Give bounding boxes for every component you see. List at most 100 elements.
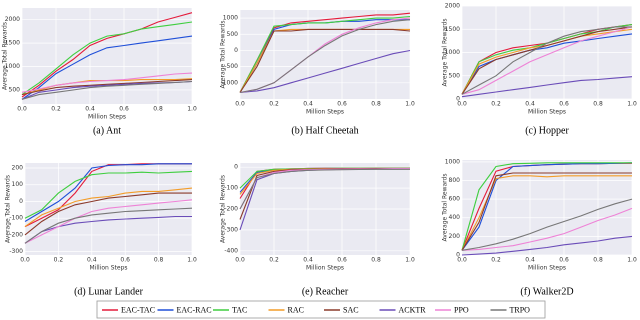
x-tick-label: 0.0 xyxy=(457,257,467,264)
x-tick-label: 1.0 xyxy=(187,106,197,113)
legend-box xyxy=(96,300,546,319)
series-line xyxy=(461,235,633,256)
y-tick-label: 2000 xyxy=(5,16,20,23)
y-tick-label: 600 xyxy=(449,196,461,203)
series-line xyxy=(21,12,193,98)
x-axis-label: Million Steps xyxy=(89,265,127,272)
y-axis-label: Average Total Rewards xyxy=(220,21,227,89)
x-tick-label: 0.0 xyxy=(457,101,467,108)
series-line xyxy=(461,207,633,251)
x-tick-label: 0.0 xyxy=(235,101,245,108)
x-tick-label: 0.8 xyxy=(593,101,603,108)
x-tick-label: 0.6 xyxy=(337,257,347,264)
x-axis-label: Million Steps xyxy=(306,265,344,272)
y-axis-label: Average Total Rewards xyxy=(5,175,12,243)
y-tick-label: 1000 xyxy=(445,49,460,56)
x-axis-label: Million Steps xyxy=(88,114,126,121)
x-axis-label: Million Steps xyxy=(528,109,566,116)
x-tick-label: 0.6 xyxy=(559,101,569,108)
y-tick-label: -100 xyxy=(9,215,23,222)
x-tick-label: 0.8 xyxy=(593,257,603,264)
series-line xyxy=(24,163,192,222)
series-line xyxy=(239,49,411,94)
caption: (a) Ant xyxy=(93,125,121,136)
legend-label: EAC-TAC xyxy=(121,305,155,314)
y-tick-label: 0 xyxy=(234,47,238,54)
series-line xyxy=(24,207,193,244)
y-tick-label: 0 xyxy=(234,164,238,171)
x-tick-label: 0.6 xyxy=(119,106,129,113)
series-line xyxy=(239,19,411,94)
caption: (d) Lunar Lander xyxy=(74,286,144,297)
x-tick-label: 0.6 xyxy=(120,257,130,264)
y-tick-label: -100 xyxy=(224,185,238,192)
x-tick-label: 1.0 xyxy=(627,257,637,264)
series-line xyxy=(461,198,633,251)
caption: (e) Reacher xyxy=(302,286,349,297)
y-tick-label: 1000 xyxy=(445,158,460,165)
legend-label: PPO xyxy=(454,305,469,314)
legend-label: ACKTR xyxy=(399,305,427,314)
series-line xyxy=(24,187,193,228)
x-tick-label: 0.0 xyxy=(20,257,30,264)
y-tick-label: -200 xyxy=(224,206,238,213)
y-tick-label: 400 xyxy=(449,214,461,221)
y-tick-label: 0 xyxy=(456,252,460,259)
series-line xyxy=(24,215,192,244)
x-tick-label: 1.0 xyxy=(405,101,415,108)
plot-area xyxy=(22,8,192,104)
y-tick-label: -300 xyxy=(224,226,238,233)
series-line xyxy=(24,192,192,236)
series-line xyxy=(21,80,193,100)
y-tick-label: -200 xyxy=(9,231,23,238)
y-tick-label: -500 xyxy=(224,63,238,70)
caption: (c) Hopper xyxy=(525,125,569,136)
x-tick-label: 0.8 xyxy=(371,101,381,108)
y-tick-label: 1000 xyxy=(5,63,20,70)
x-tick-label: 0.8 xyxy=(154,257,164,264)
x-tick-label: 0.2 xyxy=(491,257,501,264)
x-tick-label: 0.2 xyxy=(491,101,501,108)
series-line xyxy=(21,79,193,96)
series-line xyxy=(461,26,633,95)
plot-area xyxy=(240,10,410,99)
x-tick-label: 0.2 xyxy=(269,257,279,264)
series-line xyxy=(461,76,633,98)
y-tick-label: 500 xyxy=(9,86,21,93)
x-tick-label: 1.0 xyxy=(187,257,197,264)
y-tick-label: 500 xyxy=(227,31,239,38)
x-tick-label: 0.8 xyxy=(371,257,381,264)
y-tick-label: 800 xyxy=(449,177,461,184)
y-tick-label: -1000 xyxy=(221,79,239,86)
x-tick-label: 0.0 xyxy=(235,257,245,264)
x-tick-label: 0.8 xyxy=(153,106,163,113)
series-line xyxy=(461,26,633,95)
x-axis-label: Million Steps xyxy=(528,265,566,272)
x-axis-label: Million Steps xyxy=(306,109,344,116)
x-tick-label: 0.4 xyxy=(303,101,313,108)
x-tick-label: 1.0 xyxy=(627,101,637,108)
x-tick-label: 1.0 xyxy=(405,257,415,264)
y-tick-label: 500 xyxy=(449,72,461,79)
x-tick-label: 0.4 xyxy=(525,101,535,108)
caption: (b) Half Cheetah xyxy=(291,125,358,136)
series-line xyxy=(461,162,632,251)
series-line xyxy=(24,199,193,244)
x-tick-label: 0.4 xyxy=(525,257,535,264)
x-tick-label: 0.4 xyxy=(85,106,95,113)
series-line xyxy=(239,168,410,210)
legend-label: RAC xyxy=(288,305,304,314)
series-line xyxy=(461,162,633,251)
y-tick-label: 1000 xyxy=(223,15,238,22)
legend-label: TRPO xyxy=(510,305,531,314)
series-line xyxy=(24,170,193,219)
y-tick-label: 2000 xyxy=(445,3,460,10)
series-line xyxy=(239,15,411,93)
y-tick-label: 1500 xyxy=(445,26,460,33)
series-line xyxy=(461,33,633,95)
x-tick-label: 0.2 xyxy=(51,106,61,113)
y-tick-label: 100 xyxy=(12,181,24,188)
y-tick-label: 0 xyxy=(456,96,460,103)
y-tick-label: -400 xyxy=(224,247,238,254)
